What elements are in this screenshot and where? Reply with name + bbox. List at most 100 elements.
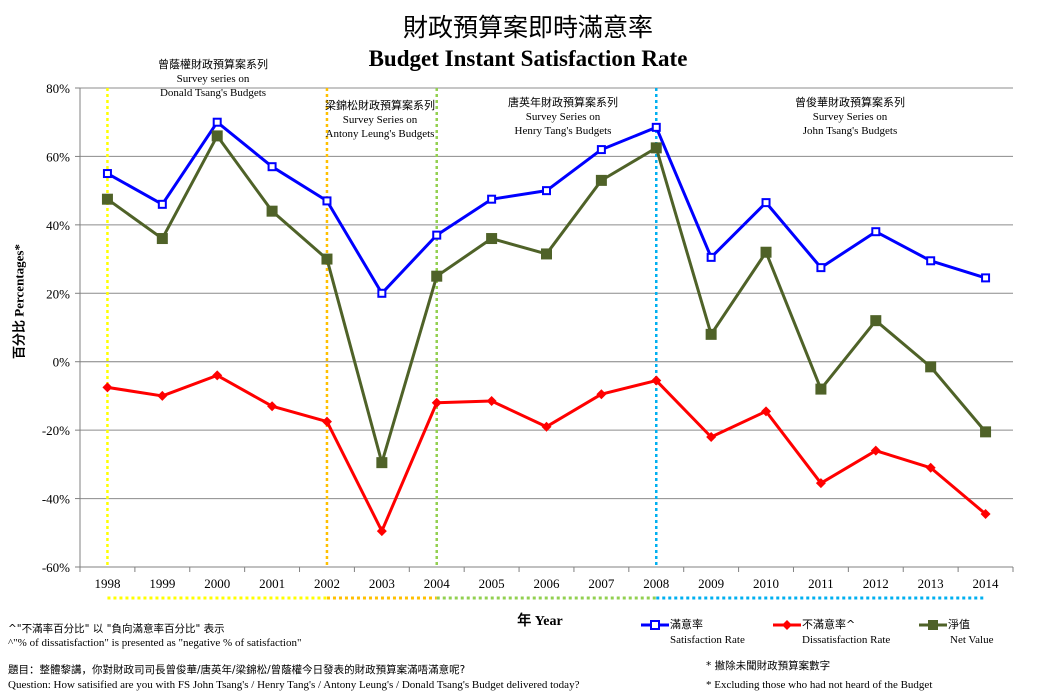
dissatisfaction-point (157, 390, 168, 401)
net-value-point (650, 142, 662, 154)
era-label-zh: 唐英年財政預算案系列 (508, 96, 618, 109)
era-label-en2: John Tsang's Budgets (802, 125, 898, 137)
era-label-zh: 曾俊華財政預算案系列 (795, 96, 905, 109)
note-caret-en: ^"% of dissatisfaction" is presented as … (8, 637, 302, 649)
dissatisfaction-point (596, 389, 607, 400)
y-tick-label: -40% (42, 492, 70, 507)
x-axis-label: 年 Year (517, 614, 563, 629)
net-value-point (486, 233, 498, 245)
era-label-en1: Survey series on (176, 73, 250, 85)
x-tick-label: 2014 (973, 576, 1000, 591)
dissatisfaction-point (815, 478, 826, 489)
legend-satisfaction-marker (641, 620, 669, 630)
exclusion-note-zh: * 撇除未聞財政預算案數字 (706, 660, 831, 672)
satisfaction-point (102, 169, 112, 179)
x-tick-label: 2009 (698, 576, 724, 591)
legend-net-value-zh: 淨值 (948, 618, 970, 631)
satisfaction-point (706, 252, 716, 262)
satisfaction-point (157, 199, 167, 209)
net-value-point (321, 253, 333, 265)
dissatisfaction-point (267, 401, 278, 412)
satisfaction-point (487, 194, 497, 204)
x-tick-label: 2003 (369, 576, 395, 591)
satisfaction-point (432, 230, 442, 240)
era-label-en1: Survey Series on (525, 111, 601, 123)
satisfaction-point (651, 122, 661, 132)
satisfaction-point (212, 117, 222, 127)
satisfaction-point (871, 227, 881, 237)
net-value-point (870, 315, 882, 327)
dissatisfaction-point (212, 370, 223, 381)
x-tick-label: 2010 (753, 576, 779, 591)
era-label-zh: 曾蔭權財政預算案系列 (158, 58, 268, 71)
series-line-0 (106, 120, 987, 295)
series-line-2 (106, 134, 987, 465)
satisfaction-point (981, 273, 991, 283)
dissatisfaction-point (486, 396, 497, 407)
chart-title-chinese: 財政預算案即時滿意率 (402, 13, 653, 42)
dissatisfaction-point (980, 508, 991, 519)
era-label-en2: Donald Tsang's Budgets (159, 87, 267, 99)
dissatisfaction-point (102, 382, 113, 393)
era-label-en1: Survey Series on (812, 111, 888, 123)
era-label-zh: 梁錦松財政預算案系列 (325, 99, 435, 112)
x-tick-label: 2000 (204, 576, 230, 591)
net-value-point (156, 233, 168, 245)
net-value-point (705, 328, 717, 340)
x-tick-label: 1998 (94, 576, 120, 591)
y-tick-label: -60% (42, 560, 70, 575)
net-value-point (925, 361, 937, 373)
x-tick-label: 2013 (918, 576, 944, 591)
chart-title-english: Budget Instant Satisfaction Rate (368, 46, 688, 71)
legend-dissatisfaction-en: Dissatisfaction Rate (802, 634, 891, 646)
y-tick-label: -20% (42, 423, 70, 438)
legend-dissatisfaction-zh: 不滿意率^ (802, 618, 856, 631)
y-tick-label: 20% (46, 286, 70, 301)
net-value-point (211, 130, 223, 142)
dissatisfaction-point (706, 431, 717, 442)
x-tick-label: 2007 (588, 576, 615, 591)
legend-satisfaction-zh: 滿意率 (670, 618, 703, 631)
x-tick-label: 2008 (643, 576, 669, 591)
x-tick-label: 2005 (479, 576, 505, 591)
dissatisfaction-point (431, 397, 442, 408)
x-tick-label: 2004 (424, 576, 451, 591)
dissatisfaction-point (376, 526, 387, 537)
satisfaction-point (816, 263, 826, 273)
net-value-point (431, 270, 443, 282)
x-tick-label: 2001 (259, 576, 285, 591)
satisfaction-point (926, 256, 936, 266)
net-value-point (266, 205, 278, 217)
legend-net-value-marker (919, 620, 947, 630)
legend-dissatisfaction-marker (773, 620, 801, 630)
question-zh: 題目：整體黎講，你對財政司司長曾俊華/唐英年/梁錦松/曾蔭權今日發表的財政預算案… (8, 664, 466, 676)
y-tick-label: 40% (46, 218, 70, 233)
note-caret-zh: ^"不滿率百分比" 以 "負向滿意率百分比" 表示 (8, 623, 225, 635)
satisfaction-point (761, 198, 771, 208)
net-value-point (595, 174, 607, 186)
x-tick-label: 2006 (534, 576, 561, 591)
era-label-antony-leung: 梁錦松財政預算案系列 Survey Series on Antony Leung… (300, 99, 460, 141)
legend-net-value-en: Net Value (950, 634, 994, 646)
era-label-en2: Henry Tang's Budgets (514, 125, 612, 137)
dissatisfaction-point (761, 406, 772, 417)
legend-satisfaction-en: Satisfaction Rate (670, 634, 745, 646)
y-axis-label: 百分比 Percentages* (11, 244, 27, 359)
era-label-john-tsang: 曾俊華財政預算案系列 Survey Series on John Tsang's… (760, 96, 940, 138)
net-value-point (815, 383, 827, 395)
era-label-en2: Antony Leung's Budgets (325, 128, 435, 140)
satisfaction-point (377, 288, 387, 298)
satisfaction-point (267, 162, 277, 172)
exclusion-note-en: * Excluding those who had not heard of t… (706, 679, 933, 691)
y-tick-label: 60% (46, 149, 70, 164)
y-tick-label: 80% (46, 81, 70, 96)
question-en: Question: How satisified are you with FS… (8, 679, 580, 691)
satisfaction-point (596, 145, 606, 155)
net-value-point (541, 248, 552, 260)
dissatisfaction-point (870, 445, 881, 456)
net-value-point (980, 426, 992, 438)
dissatisfaction-point (925, 462, 936, 473)
dissatisfaction-point (321, 416, 332, 427)
satisfaction-point (322, 196, 332, 206)
